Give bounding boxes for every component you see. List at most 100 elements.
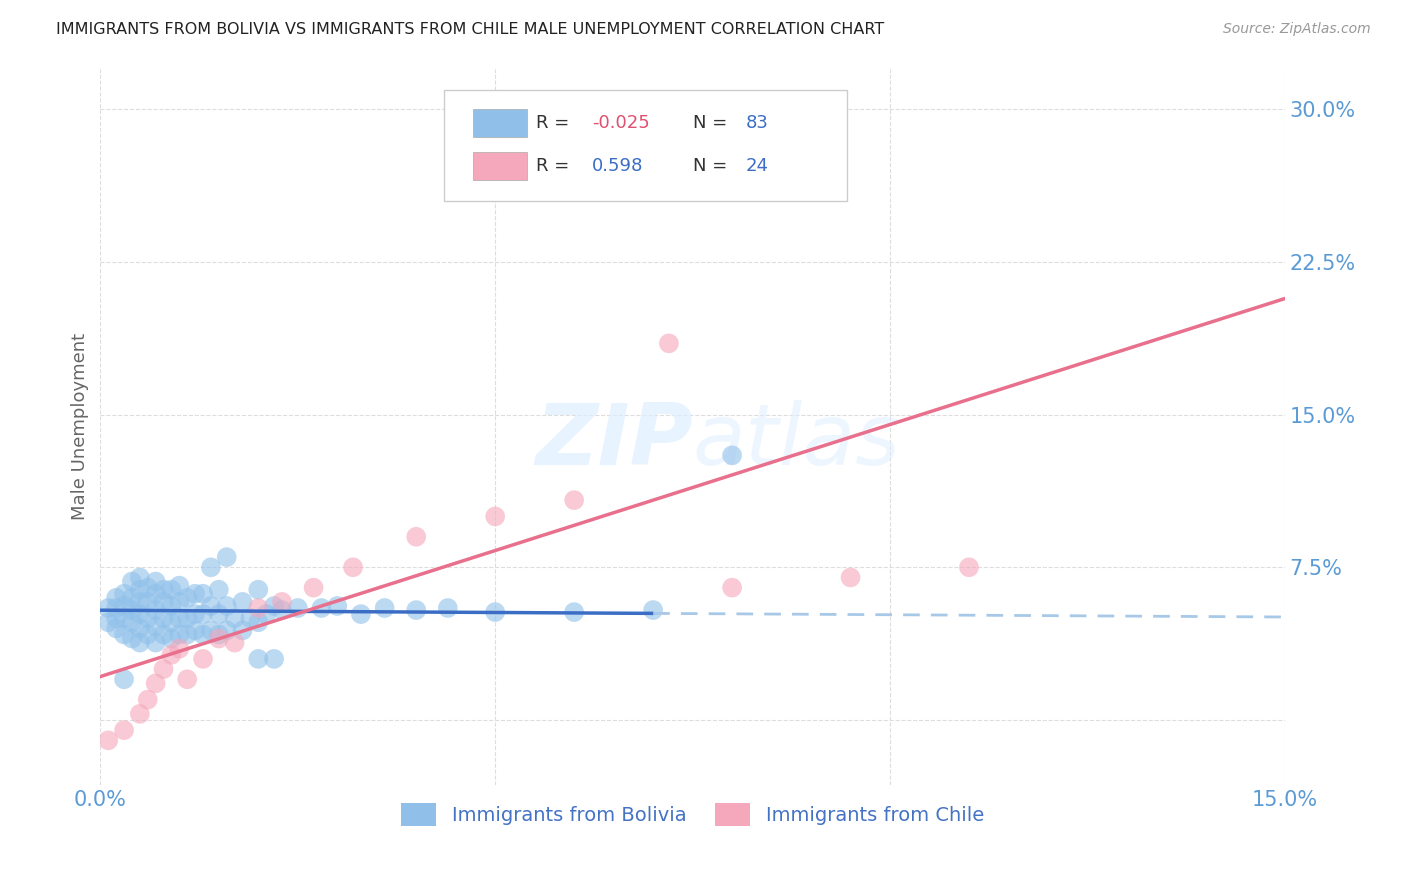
Point [405,603,427,617]
Point [184,587,207,601]
Point [121,574,143,589]
Point [145,603,167,617]
Text: 0.598: 0.598 [592,157,644,175]
Point [128,621,150,635]
Point [105,621,128,635]
Point [436,601,458,615]
FancyBboxPatch shape [444,90,846,201]
Point [247,601,270,615]
Text: atlas: atlas [693,400,901,483]
Point [169,611,191,625]
Point [160,599,183,613]
Point [224,611,246,625]
Point [169,641,191,656]
Point [562,605,585,619]
Point [97,615,120,630]
Point [957,560,980,574]
Point [215,550,238,565]
Point [247,582,270,597]
Point [247,652,270,666]
Text: IMMIGRANTS FROM BOLIVIA VS IMMIGRANTS FROM CHILE MALE UNEMPLOYMENT CORRELATION C: IMMIGRANTS FROM BOLIVIA VS IMMIGRANTS FR… [56,22,884,37]
Point [105,591,128,605]
Point [160,582,183,597]
Legend: Immigrants from Bolivia, Immigrants from Chile: Immigrants from Bolivia, Immigrants from… [401,803,984,826]
Point [128,595,150,609]
Point [287,601,309,615]
Text: 83: 83 [747,114,769,132]
Point [626,106,648,120]
FancyBboxPatch shape [474,110,527,136]
Y-axis label: Male Unemployment: Male Unemployment [72,334,89,520]
Point [374,601,396,615]
Point [152,595,174,609]
Text: N =: N = [693,114,733,132]
Point [643,603,665,617]
Point [121,632,143,646]
Point [112,611,135,625]
Text: Source: ZipAtlas.com: Source: ZipAtlas.com [1223,22,1371,37]
Point [121,603,143,617]
Point [128,582,150,597]
Point [152,582,174,597]
Point [136,611,159,625]
Point [169,579,191,593]
Point [658,336,681,351]
Point [254,607,277,621]
Text: N =: N = [693,157,733,175]
Point [208,607,231,621]
Point [247,615,270,630]
Point [721,581,744,595]
Point [350,607,373,621]
Point [160,615,183,630]
Point [112,723,135,738]
Text: -0.025: -0.025 [592,114,650,132]
Point [169,595,191,609]
Point [121,591,143,605]
Point [121,615,143,630]
Point [169,627,191,641]
Point [231,595,253,609]
Point [105,611,128,625]
Point [271,603,294,617]
Point [200,560,222,574]
Point [239,611,262,625]
Point [263,652,285,666]
Point [152,627,174,641]
Text: R =: R = [536,114,575,132]
Text: 24: 24 [747,157,769,175]
Point [263,599,285,613]
Text: R =: R = [536,157,575,175]
Text: ZIP: ZIP [534,400,693,483]
Point [145,635,167,649]
Point [191,652,214,666]
Point [112,587,135,601]
Point [215,599,238,613]
Point [191,607,214,621]
Point [326,599,349,613]
Point [136,581,159,595]
Point [97,601,120,615]
Point [128,570,150,584]
Point [112,599,135,613]
Point [145,619,167,633]
Point [128,706,150,721]
Point [208,632,231,646]
Point [176,627,198,641]
Point [97,733,120,747]
Point [311,601,333,615]
Point [184,624,207,638]
Point [152,662,174,676]
Point [136,627,159,641]
Point [224,635,246,649]
Point [105,601,128,615]
Point [112,627,135,641]
Point [176,611,198,625]
Point [136,595,159,609]
Point [152,611,174,625]
Point [112,673,135,687]
Point [200,624,222,638]
Point [208,627,231,641]
Point [302,581,325,595]
Point [191,587,214,601]
Point [839,570,862,584]
